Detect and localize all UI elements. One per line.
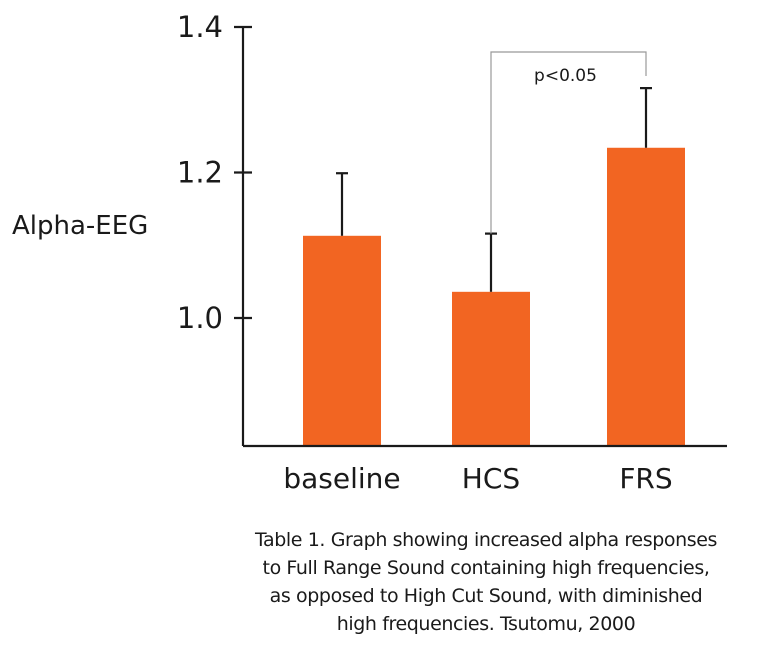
x-tick-label: baseline	[283, 462, 400, 495]
y-tick-label: 1.4	[177, 10, 223, 44]
x-tick-label: HCS	[462, 462, 520, 495]
bar-chart: Alpha-EEG baseline HCS FRS 1.0 1.2 1.4 p<0.0…	[12, 10, 727, 495]
axes-layer: 1.0 1.2 1.4	[177, 10, 727, 448]
bar-frs	[607, 147, 685, 446]
figure-caption: Table 1. Graph showing increased alpha r…	[200, 526, 764, 638]
caption-line: Table 1. Graph showing increased alpha r…	[254, 529, 718, 551]
caption-line: high frequencies. Tsutomu, 2000	[336, 613, 636, 635]
bars-layer: baseline HCS FRS	[283, 87, 685, 495]
bar-baseline	[303, 235, 381, 446]
y-tick-label: 1.2	[177, 156, 223, 190]
y-tick-label: 1.0	[177, 301, 223, 335]
significance-annotation: p<0.05	[490, 51, 647, 234]
significance-label: p<0.05	[534, 66, 597, 86]
caption-line: to Full Range Sound containing high freq…	[262, 557, 710, 579]
significance-bracket	[490, 51, 647, 234]
y-axis-label: Alpha-EEG	[12, 211, 148, 241]
x-tick-label: FRS	[619, 462, 672, 495]
bar-hcs	[452, 291, 530, 446]
caption-line: as opposed to High Cut Sound, with dimin…	[269, 585, 703, 607]
